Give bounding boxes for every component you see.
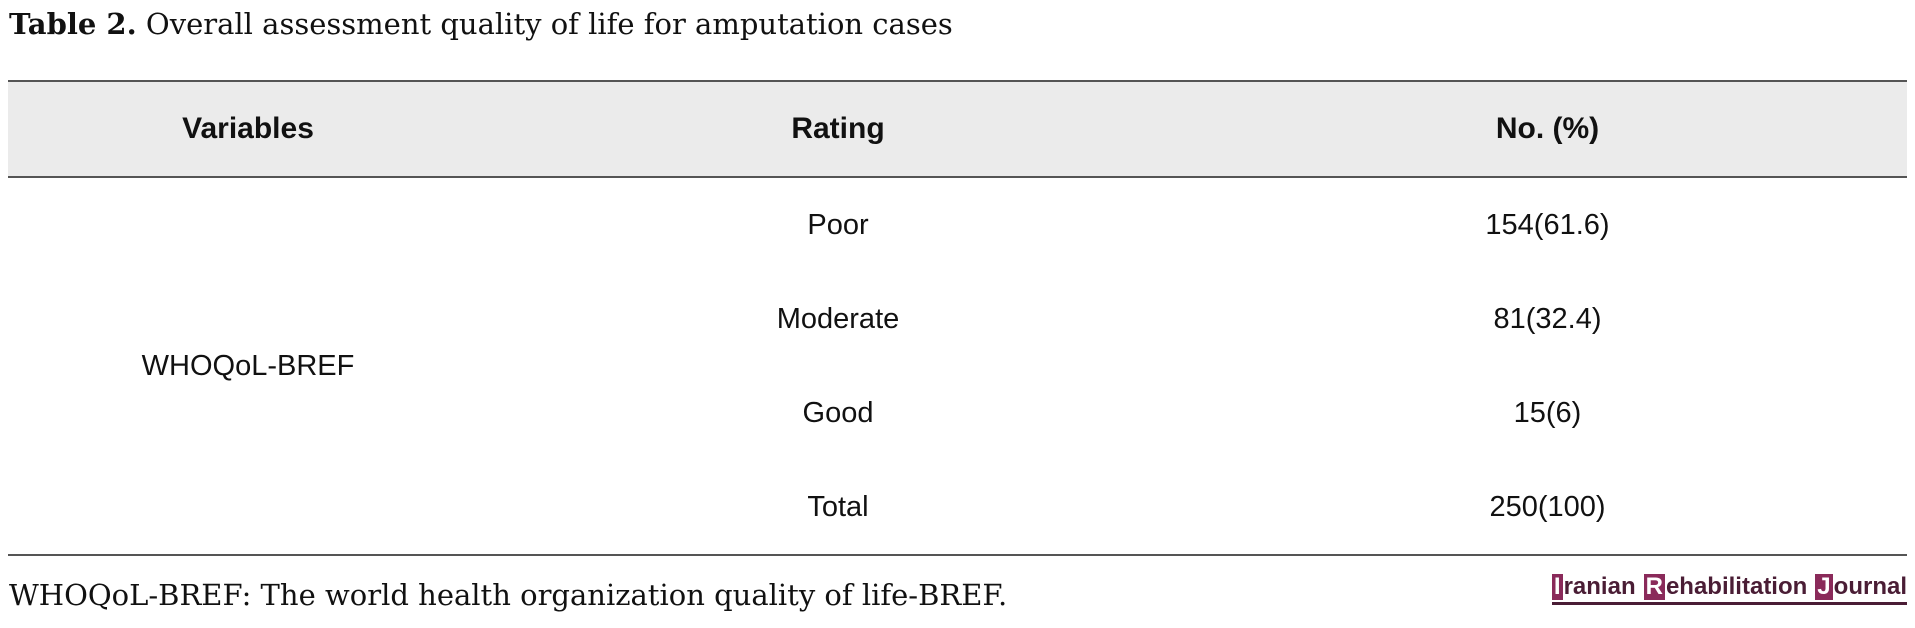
variable-cell: WHOQoL-BREF bbox=[141, 349, 355, 382]
table-header-row: Variables Rating No. (%) bbox=[8, 82, 1907, 176]
table-rows: Poor 154(61.6) Moderate 81(32.4) Good 15… bbox=[488, 178, 1907, 554]
journal-logo-initial: I bbox=[1551, 573, 1563, 600]
value-cell: 81(32.4) bbox=[1493, 302, 1602, 335]
journal-logo-initial: J bbox=[1815, 573, 1833, 600]
rating-cell: Poor bbox=[807, 208, 869, 241]
table-top-rule bbox=[8, 80, 1907, 82]
journal-logo-text: ournal bbox=[1833, 573, 1907, 600]
table-row: Total 250(100) bbox=[488, 460, 1907, 554]
header-number: No. (%) bbox=[1495, 112, 1600, 145]
table-row: Moderate 81(32.4) bbox=[488, 272, 1907, 366]
table-row: Good 15(6) bbox=[488, 366, 1907, 460]
journal-logo-initial: R bbox=[1643, 573, 1665, 600]
header-rating: Rating bbox=[791, 112, 885, 145]
header-variables: Variables bbox=[182, 112, 314, 145]
table-header-rule bbox=[8, 176, 1907, 178]
journal-logo-text: ranian bbox=[1563, 573, 1636, 600]
table-caption-text: Overall assessment quality of life for a… bbox=[136, 7, 953, 41]
table-caption: Table 2. Overall assessment quality of l… bbox=[9, 4, 953, 44]
table-footnote: WHOQoL-BREF: The world health organizati… bbox=[9, 578, 1008, 612]
table-body: WHOQoL-BREF Poor 154(61.6) Moderate 81(3… bbox=[8, 178, 1907, 554]
journal-logo-text: ehabilitation bbox=[1665, 573, 1808, 600]
value-cell: 154(61.6) bbox=[1485, 208, 1610, 241]
rating-cell: Moderate bbox=[776, 302, 900, 335]
value-cell: 250(100) bbox=[1489, 490, 1606, 523]
rating-cell: Good bbox=[802, 396, 874, 429]
data-table: Variables Rating No. (%) WHOQoL-BREF Poo… bbox=[8, 80, 1907, 556]
table-caption-label: Table 2. bbox=[9, 7, 137, 41]
rating-cell: Total bbox=[807, 490, 869, 523]
table-bottom-rule bbox=[8, 554, 1907, 556]
table-row: Poor 154(61.6) bbox=[488, 178, 1907, 272]
value-cell: 15(6) bbox=[1513, 396, 1582, 429]
